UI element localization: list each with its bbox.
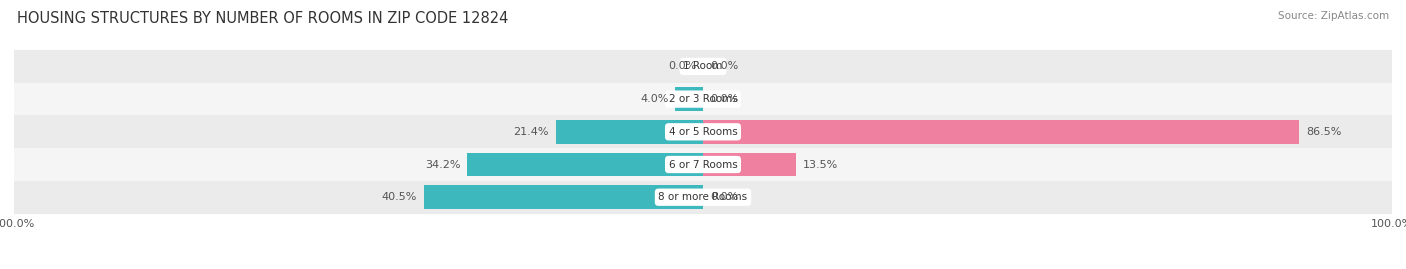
Bar — [14, 50, 1392, 83]
Text: 6 or 7 Rooms: 6 or 7 Rooms — [669, 160, 737, 169]
Text: 40.5%: 40.5% — [381, 192, 418, 202]
Text: 0.0%: 0.0% — [710, 192, 738, 202]
Text: 21.4%: 21.4% — [513, 127, 548, 137]
Bar — [14, 83, 1392, 115]
Bar — [467, 153, 703, 176]
Bar — [703, 120, 1299, 144]
Text: 13.5%: 13.5% — [803, 160, 838, 169]
Bar — [14, 148, 1392, 181]
Text: 4 or 5 Rooms: 4 or 5 Rooms — [669, 127, 737, 137]
Text: 2 or 3 Rooms: 2 or 3 Rooms — [669, 94, 737, 104]
Text: 0.0%: 0.0% — [710, 61, 738, 71]
Text: HOUSING STRUCTURES BY NUMBER OF ROOMS IN ZIP CODE 12824: HOUSING STRUCTURES BY NUMBER OF ROOMS IN… — [17, 11, 508, 26]
Bar — [14, 115, 1392, 148]
Text: 1 Room: 1 Room — [683, 61, 723, 71]
Bar — [425, 185, 703, 209]
Text: Source: ZipAtlas.com: Source: ZipAtlas.com — [1278, 11, 1389, 21]
Bar — [14, 181, 1392, 214]
Bar — [555, 120, 703, 144]
Text: 4.0%: 4.0% — [640, 94, 669, 104]
Text: 86.5%: 86.5% — [1306, 127, 1341, 137]
Text: 0.0%: 0.0% — [668, 61, 696, 71]
Bar — [675, 87, 703, 111]
Text: 34.2%: 34.2% — [425, 160, 461, 169]
Bar — [703, 153, 796, 176]
Text: 8 or more Rooms: 8 or more Rooms — [658, 192, 748, 202]
Text: 0.0%: 0.0% — [710, 94, 738, 104]
